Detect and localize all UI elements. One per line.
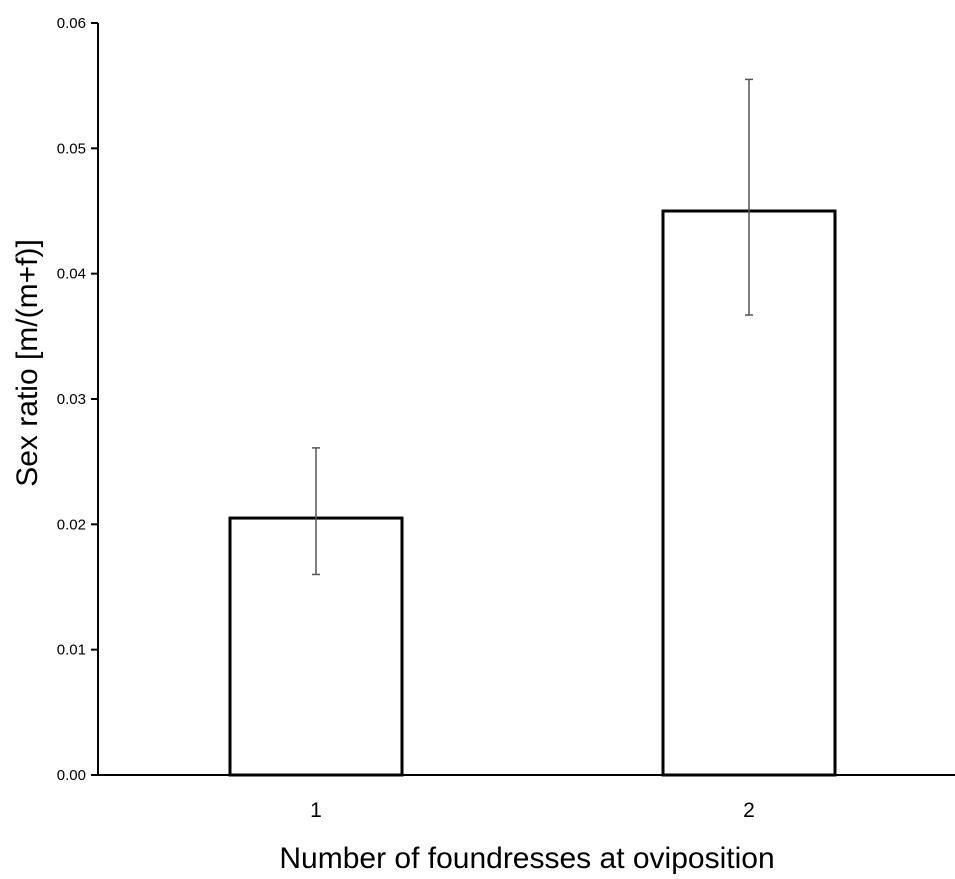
y-tick-label: 0.01: [57, 642, 86, 659]
y-tick-label: 0.05: [57, 140, 86, 157]
y-tick-label: 0.00: [57, 767, 86, 784]
x-tick-label: 1: [310, 799, 322, 822]
y-ticks-group: 0.00 0.01 0.02 0.03 0.04 0.05 0.06: [57, 15, 98, 784]
error-bar-1: [312, 447, 320, 576]
x-tick-label: 2: [743, 799, 755, 822]
error-bar-2: [745, 78, 753, 316]
y-tick-label: 0.06: [57, 15, 86, 32]
x-axis-title: Number of foundresses at oviposition: [279, 842, 774, 875]
y-tick-label: 0.03: [57, 391, 86, 408]
bars-group: [228, 209, 837, 777]
y-axis-title: Sex ratio [m/(m+f)]: [11, 239, 44, 487]
y-tick-label: 0.02: [57, 516, 86, 533]
error-bars-group: [312, 78, 753, 576]
y-tick-label: 0.04: [57, 266, 86, 283]
